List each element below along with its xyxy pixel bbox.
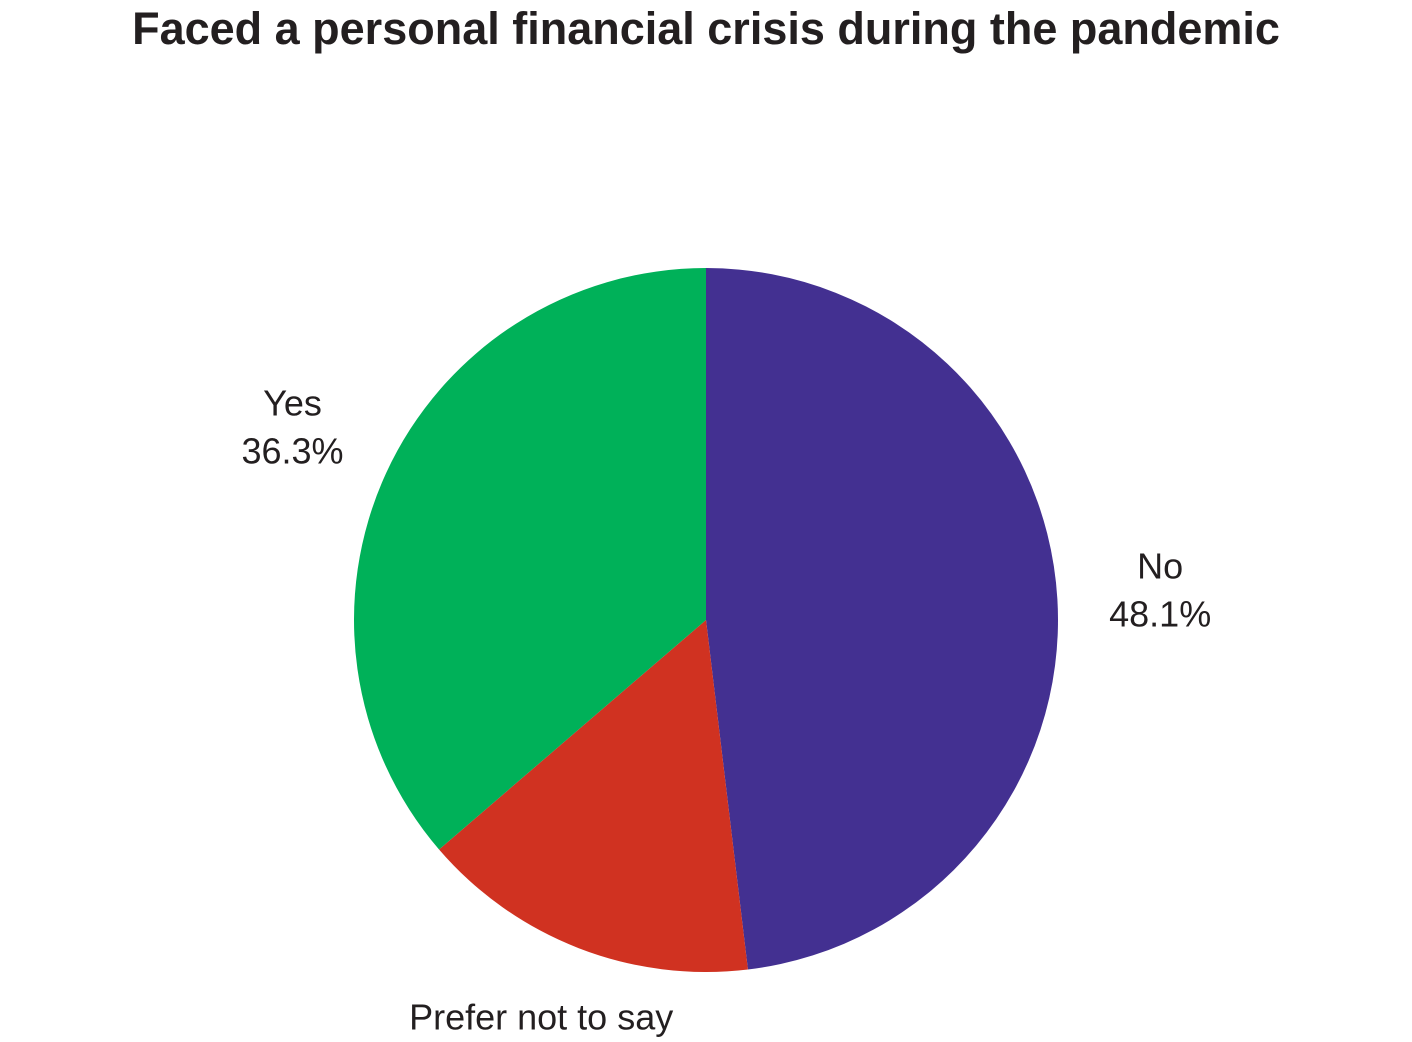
pie-slice (706, 268, 1058, 970)
slice-label: Prefer not to say (409, 997, 673, 1038)
pie-slice (353, 268, 706, 850)
slice-label: Yes (263, 383, 322, 424)
pie-slice (439, 620, 748, 973)
slice-label: No (1137, 545, 1183, 586)
slice-value: 36.3% (241, 431, 343, 472)
slice-value: 48.1% (1109, 593, 1211, 634)
chart-title: Faced a personal financial crisis during… (132, 3, 1280, 54)
